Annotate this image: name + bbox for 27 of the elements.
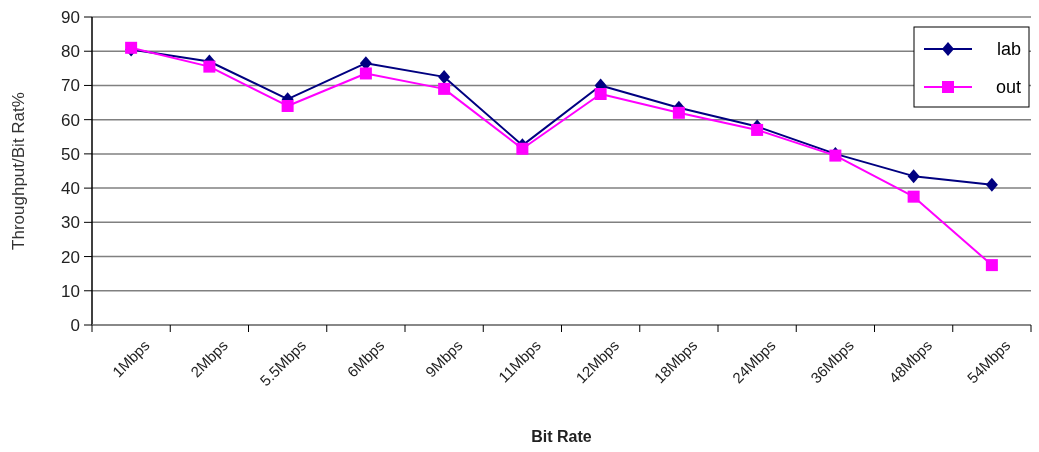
point xyxy=(438,69,451,84)
y-tick-label: 10 xyxy=(61,281,80,301)
point xyxy=(907,190,920,203)
point xyxy=(672,106,685,119)
point xyxy=(985,259,998,272)
y-tick-label: 20 xyxy=(61,247,80,267)
point xyxy=(203,60,216,73)
y-axis-title: Throughput/Bit Rat% xyxy=(9,92,28,250)
point xyxy=(594,88,607,100)
y-tick-label: 80 xyxy=(61,42,80,62)
point xyxy=(985,177,998,192)
y-tick-label: 0 xyxy=(70,315,80,335)
point xyxy=(281,99,294,112)
legend-label: lab xyxy=(996,39,1021,60)
y-tick-label: 70 xyxy=(61,76,80,96)
y-tick-label: 30 xyxy=(61,213,80,233)
point xyxy=(907,169,920,184)
y-tick-label: 60 xyxy=(61,110,80,130)
legend-label: out xyxy=(995,77,1021,98)
point xyxy=(516,142,529,155)
point xyxy=(751,123,764,136)
point xyxy=(438,82,451,95)
point xyxy=(359,67,372,80)
x-axis-title: Bit Rate xyxy=(531,428,592,445)
y-tick-label: 90 xyxy=(61,7,80,27)
y-tick-label: 50 xyxy=(61,144,80,164)
y-tick-label: 40 xyxy=(61,179,80,199)
